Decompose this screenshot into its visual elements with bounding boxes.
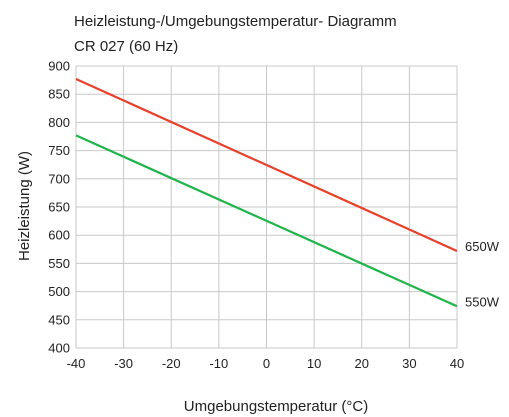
chart-title: Heizleistung-/Umgebungstemperatur- Diagr… [74, 13, 397, 30]
chart-subtitle: CR 027 (60 Hz) [74, 38, 178, 55]
series-label-650W: 650W [465, 239, 500, 254]
series-line-650W [75, 77, 458, 252]
series-line-550W [75, 134, 458, 308]
y-tick-label: 900 [48, 59, 70, 74]
x-tick-label: 20 [355, 356, 369, 371]
y-tick-label: 400 [48, 341, 70, 356]
series-label-550W: 550W [465, 294, 500, 309]
y-tick-label: 450 [48, 312, 70, 327]
y-tick-label: 650 [48, 200, 70, 215]
y-tick-label: 550 [48, 256, 70, 271]
x-tick-label: -30 [114, 356, 133, 371]
series-group: 650W 550W [75, 77, 500, 309]
grid [75, 65, 458, 349]
x-tick-label: 30 [402, 356, 416, 371]
y-tick-label: 700 [48, 171, 70, 186]
y-tick-label: 750 [48, 143, 70, 158]
y-tick-label: 600 [48, 228, 70, 243]
x-tick-label: -20 [162, 356, 181, 371]
x-tick-label: 0 [263, 356, 270, 371]
x-tick-label: -40 [67, 356, 86, 371]
y-tick-label: 500 [48, 284, 70, 299]
x-tick-label: 40 [450, 356, 464, 371]
y-tick-label: 850 [48, 87, 70, 102]
tick-labels: -40 -30 -20 -10 0 10 20 30 40 400 450 500 550 600 650 7… [48, 59, 464, 372]
x-tick-label: 10 [307, 356, 321, 371]
x-tick-label: -10 [209, 356, 228, 371]
x-axis-label: Umgebungstemperatur (°C) [184, 398, 368, 415]
y-axis-label: Heizleistung (W) [16, 151, 33, 261]
y-tick-label: 800 [48, 115, 70, 130]
